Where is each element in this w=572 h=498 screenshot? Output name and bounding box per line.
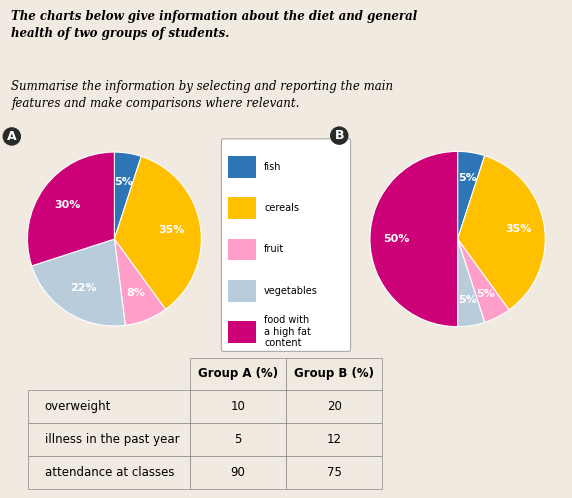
Text: 35%: 35% xyxy=(505,225,531,235)
Text: food with
a high fat
content: food with a high fat content xyxy=(264,315,311,348)
Text: 50%: 50% xyxy=(383,234,410,244)
Wedge shape xyxy=(458,156,545,310)
Wedge shape xyxy=(31,239,125,326)
Bar xyxy=(228,198,256,220)
Text: vegetables: vegetables xyxy=(264,285,318,296)
Text: 5%: 5% xyxy=(114,176,133,187)
Text: 22%: 22% xyxy=(70,283,97,293)
Bar xyxy=(228,321,256,343)
Text: 5%: 5% xyxy=(458,173,476,183)
Text: 35%: 35% xyxy=(159,225,185,235)
Wedge shape xyxy=(458,239,484,327)
Text: The charts below give information about the diet and general
health of two group: The charts below give information about … xyxy=(11,10,418,40)
Text: A: A xyxy=(7,130,17,143)
Wedge shape xyxy=(114,239,165,325)
Wedge shape xyxy=(458,239,509,322)
Wedge shape xyxy=(114,156,201,309)
Text: cereals: cereals xyxy=(264,203,299,214)
Text: fish: fish xyxy=(264,162,281,172)
Bar xyxy=(228,280,256,302)
Text: B: B xyxy=(335,129,344,142)
Wedge shape xyxy=(27,152,114,266)
Text: 5%: 5% xyxy=(458,295,476,305)
Bar xyxy=(228,156,256,178)
FancyBboxPatch shape xyxy=(221,139,351,352)
Text: Summarise the information by selecting and reporting the main
features and make : Summarise the information by selecting a… xyxy=(11,80,394,110)
Text: 5%: 5% xyxy=(476,289,495,299)
Wedge shape xyxy=(114,152,141,239)
Text: fruit: fruit xyxy=(264,245,284,254)
Bar xyxy=(228,239,256,260)
Text: 30%: 30% xyxy=(54,200,81,210)
Wedge shape xyxy=(370,151,458,327)
Wedge shape xyxy=(458,151,484,239)
Text: 8%: 8% xyxy=(126,288,145,298)
